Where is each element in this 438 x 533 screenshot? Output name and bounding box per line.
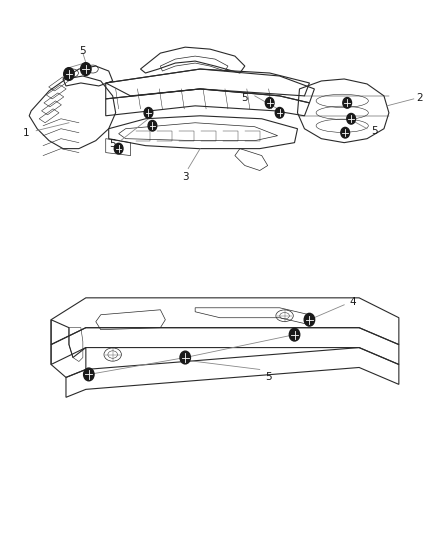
Text: 1: 1 <box>23 128 29 138</box>
Text: 3: 3 <box>182 173 188 182</box>
Circle shape <box>275 108 284 118</box>
Circle shape <box>144 108 153 118</box>
Text: 2: 2 <box>417 93 424 103</box>
Text: 5: 5 <box>265 373 271 382</box>
Circle shape <box>341 127 350 138</box>
Circle shape <box>84 368 94 381</box>
Circle shape <box>81 63 91 75</box>
Circle shape <box>265 98 274 108</box>
Circle shape <box>148 120 157 131</box>
Circle shape <box>114 143 123 154</box>
Text: 4: 4 <box>349 297 356 307</box>
Circle shape <box>347 114 356 124</box>
Circle shape <box>289 328 300 341</box>
Circle shape <box>64 68 74 80</box>
Text: 5: 5 <box>371 126 378 136</box>
Circle shape <box>304 313 314 326</box>
Text: 5: 5 <box>109 139 116 149</box>
Text: 5: 5 <box>241 93 248 103</box>
Circle shape <box>343 98 352 108</box>
Text: 5: 5 <box>80 46 86 56</box>
Circle shape <box>180 351 191 364</box>
